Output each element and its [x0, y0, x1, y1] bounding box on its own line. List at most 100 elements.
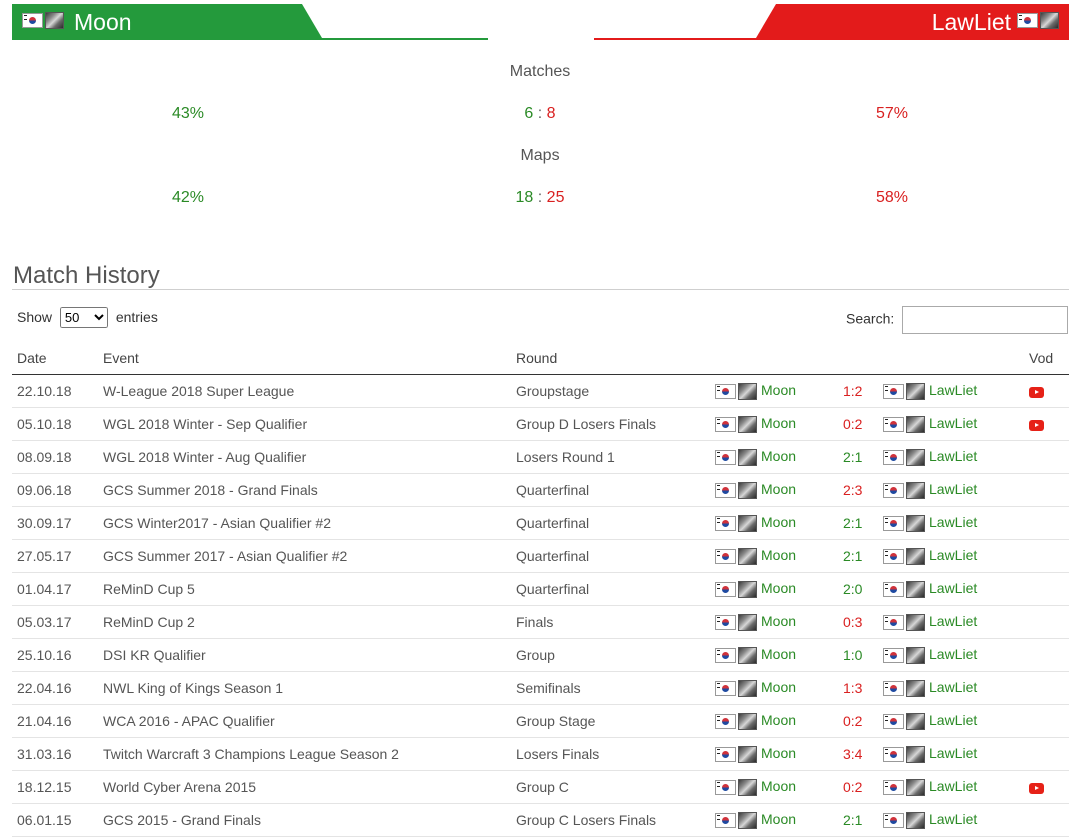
row-player1-link[interactable]: Moon [761, 514, 797, 531]
south-korea-flag-icon [883, 383, 904, 399]
row-player2: LawLiet [878, 374, 1024, 408]
date-column-header[interactable]: Date [12, 342, 98, 375]
maps-left-count: 18 [515, 189, 534, 206]
row-player2-link[interactable]: LawLiet [929, 679, 978, 696]
row-round: Losers Finals [511, 737, 710, 771]
event-column-header[interactable]: Event [98, 342, 511, 375]
row-event: Twitch Warcraft 3 Champions League Seaso… [98, 737, 511, 771]
row-player2-link[interactable]: LawLiet [929, 514, 978, 531]
table-row: 01.04.17 ReMinD Cup 5 Quarterfinal Moon 2:0 L… [12, 572, 1069, 606]
row-player2-link[interactable]: LawLiet [929, 613, 978, 630]
table-row: 18.12.15 World Cyber Arena 2015 Group C Moo… [12, 770, 1069, 804]
table-row: 31.03.16 Twitch Warcraft 3 Champions Leag… [12, 737, 1069, 771]
row-player2-link[interactable]: LawLiet [929, 481, 978, 498]
youtube-icon[interactable] [1029, 419, 1044, 431]
row-date: 01.04.17 [12, 572, 98, 606]
row-date: 09.06.18 [12, 473, 98, 507]
row-player1-link[interactable]: Moon [761, 646, 797, 663]
matches-right-count: 8 [546, 105, 556, 122]
south-korea-flag-icon [715, 548, 736, 564]
row-score: 1:2 [838, 374, 878, 408]
row-player1-link[interactable]: Moon [761, 382, 797, 399]
row-player1-link[interactable]: Moon [761, 712, 797, 729]
row-player2-link[interactable]: LawLiet [929, 415, 978, 432]
south-korea-flag-icon [22, 13, 43, 29]
youtube-icon[interactable] [1029, 782, 1044, 794]
south-korea-flag-icon [883, 647, 904, 663]
row-vod [1024, 737, 1069, 771]
row-vod [1024, 704, 1069, 738]
row-event: WGL 2018 Winter - Aug Qualifier [98, 440, 511, 474]
row-player2-link[interactable]: LawLiet [929, 547, 978, 564]
row-player1-link[interactable]: Moon [761, 778, 797, 795]
row-player1-link[interactable]: Moon [761, 679, 797, 696]
row-player1: Moon [710, 440, 838, 474]
matches-left-count: 6 [524, 105, 534, 122]
south-korea-flag-icon [883, 581, 904, 597]
entries-select[interactable]: 50 [59, 307, 108, 328]
matches-left-pct: 43% [171, 105, 205, 122]
maps-label: Maps [520, 147, 560, 164]
south-korea-flag-icon [883, 614, 904, 630]
undead-race-icon [906, 613, 925, 631]
row-round: Quarterfinal [511, 506, 710, 540]
score-column-header [838, 342, 878, 375]
row-event: GCS Summer 2018 - Grand Finals [98, 473, 511, 507]
row-player2-link[interactable]: LawLiet [929, 448, 978, 465]
row-player2-link[interactable]: LawLiet [929, 745, 978, 762]
table-row: 05.03.17 ReMinD Cup 2 Finals Moon 0:3 LawLiet [12, 605, 1069, 639]
undead-race-icon [906, 481, 925, 499]
south-korea-flag-icon [715, 779, 736, 795]
banner-right-line [594, 38, 1069, 40]
youtube-icon[interactable] [1029, 386, 1044, 398]
row-date: 31.03.16 [12, 737, 98, 771]
match-history-title: Match History [13, 262, 160, 289]
row-event: ReMinD Cup 5 [98, 572, 511, 606]
row-score: 0:3 [838, 605, 878, 639]
row-player2-link[interactable]: LawLiet [929, 382, 978, 399]
row-player1-link[interactable]: Moon [761, 613, 797, 630]
row-player1-link[interactable]: Moon [761, 481, 797, 498]
search-input[interactable] [902, 306, 1069, 334]
round-column-header[interactable]: Round [511, 342, 710, 375]
row-player1-link[interactable]: Moon [761, 415, 797, 432]
table-row: 22.04.16 NWL King of Kings Season 1 Semifi… [12, 671, 1069, 705]
undead-race-icon [906, 811, 925, 829]
row-player2-link[interactable]: LawLiet [929, 580, 978, 597]
row-player1-link[interactable]: Moon [761, 547, 797, 564]
row-round: Group Stage [511, 704, 710, 738]
row-player2-link[interactable]: LawLiet [929, 712, 978, 729]
row-player1-link[interactable]: Moon [761, 811, 797, 828]
player-left-name[interactable]: Moon [74, 9, 132, 35]
row-player2-link[interactable]: LawLiet [929, 811, 978, 828]
row-player1: Moon [710, 374, 838, 408]
undead-race-icon [906, 580, 925, 598]
row-vod [1024, 605, 1069, 639]
undead-race-icon [906, 547, 925, 565]
row-vod [1024, 407, 1069, 441]
row-player2: LawLiet [878, 704, 1024, 738]
row-player1-link[interactable]: Moon [761, 448, 797, 465]
row-player1-link[interactable]: Moon [761, 745, 797, 762]
matches-right-pct: 57% [875, 105, 909, 122]
vod-column-header[interactable]: Vod [1024, 342, 1069, 375]
row-vod [1024, 374, 1069, 408]
row-score: 1:0 [838, 638, 878, 672]
south-korea-flag-icon [715, 449, 736, 465]
row-player1: Moon [710, 803, 838, 837]
row-score: 1:3 [838, 671, 878, 705]
table-row: 22.10.18 W-League 2018 Super League Groups… [12, 374, 1069, 408]
matches-separator: : [537, 105, 543, 122]
row-player1-link[interactable]: Moon [761, 580, 797, 597]
row-player2-link[interactable]: LawLiet [929, 778, 978, 795]
player2-column-header [878, 342, 1024, 375]
row-player2-link[interactable]: LawLiet [929, 646, 978, 663]
row-player1: Moon [710, 605, 838, 639]
player-right-name[interactable]: LawLiet [931, 9, 1011, 35]
row-player2: LawLiet [878, 737, 1024, 771]
south-korea-flag-icon [715, 746, 736, 762]
maps-separator: : [537, 189, 543, 206]
row-vod [1024, 638, 1069, 672]
row-event: ReMinD Cup 2 [98, 605, 511, 639]
player-right-icons [1017, 12, 1059, 30]
